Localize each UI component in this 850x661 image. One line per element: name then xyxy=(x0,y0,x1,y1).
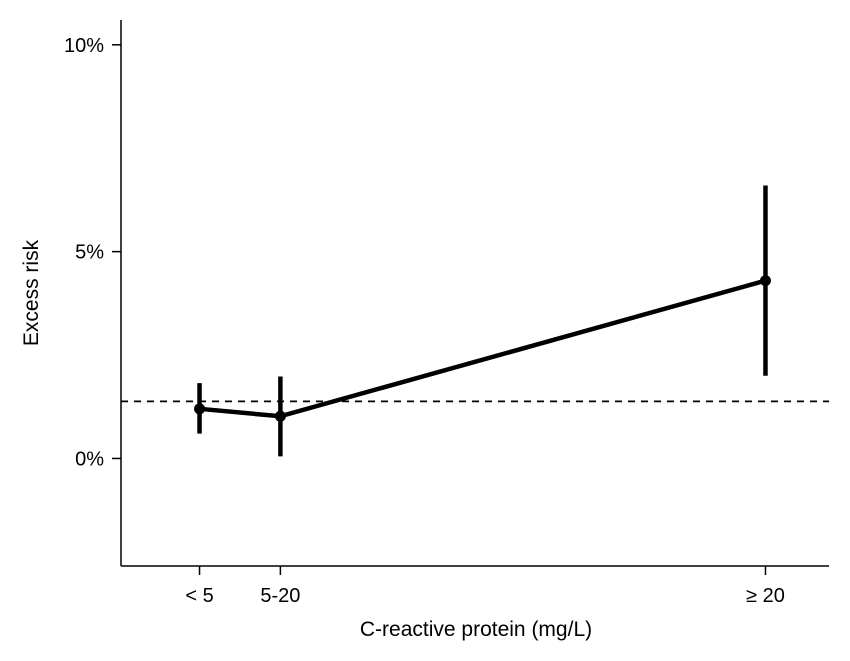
data-point xyxy=(194,403,206,415)
x-tick-label: 5-20 xyxy=(260,585,300,607)
data-point xyxy=(274,410,286,422)
y-tick-label: 5% xyxy=(75,242,104,264)
x-tick-label: < 5 xyxy=(185,585,213,607)
y-ticks: 0% 5% 10% xyxy=(64,35,121,470)
y-tick-label: 0% xyxy=(75,448,104,470)
axes xyxy=(120,20,829,567)
series-points xyxy=(194,275,771,422)
x-ticks: < 5 5-20 ≥ 20 xyxy=(185,566,785,607)
series-lines xyxy=(199,278,767,419)
x-tick-label: ≥ 20 xyxy=(746,585,785,607)
y-tick-label: 10% xyxy=(64,35,104,57)
x-axis-title: C-reactive protein (mg/L) xyxy=(360,618,592,641)
series-line xyxy=(199,278,767,419)
data-point xyxy=(759,275,771,287)
y-axis-title: Excess risk xyxy=(20,239,43,346)
